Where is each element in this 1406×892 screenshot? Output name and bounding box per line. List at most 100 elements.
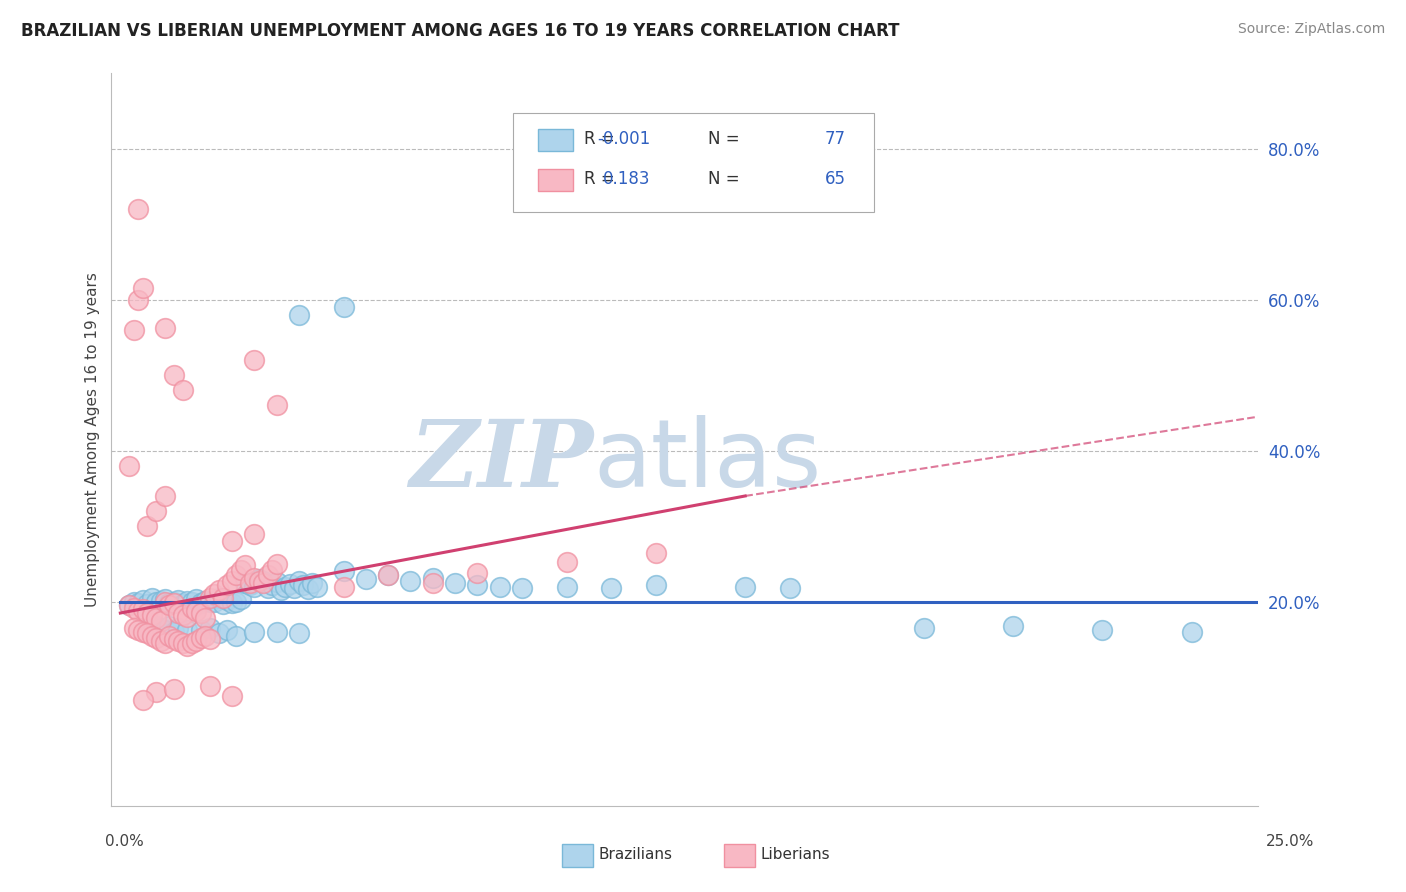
Point	[136, 597, 159, 611]
Point	[167, 634, 190, 648]
Point	[136, 519, 159, 533]
Point	[239, 578, 262, 592]
Point	[149, 594, 172, 608]
Point	[225, 595, 247, 609]
Point	[176, 623, 198, 637]
Point	[256, 568, 278, 582]
Point	[122, 595, 145, 609]
FancyBboxPatch shape	[538, 128, 572, 151]
Point	[243, 526, 266, 541]
Point	[167, 593, 190, 607]
Point	[159, 619, 181, 633]
Point	[274, 580, 297, 594]
Point	[136, 621, 159, 635]
Point	[131, 602, 153, 616]
Point	[153, 636, 176, 650]
Point	[217, 624, 239, 638]
Text: 0.183: 0.183	[603, 170, 651, 188]
Point	[217, 578, 239, 592]
Point	[243, 580, 266, 594]
Text: atlas: atlas	[593, 416, 821, 508]
Point	[153, 321, 176, 335]
Point	[297, 582, 319, 596]
Point	[141, 591, 163, 605]
Text: ZIP: ZIP	[409, 417, 593, 507]
Point	[225, 629, 247, 643]
Point	[221, 574, 243, 588]
Point	[163, 624, 186, 639]
Point	[221, 534, 243, 549]
Point	[186, 604, 208, 618]
Point	[292, 578, 315, 592]
Point	[270, 583, 292, 598]
Point	[239, 575, 262, 590]
Point	[198, 621, 221, 635]
Point	[145, 631, 167, 645]
Point	[118, 458, 141, 473]
Point	[510, 581, 533, 595]
Point	[131, 281, 153, 295]
Point	[122, 323, 145, 337]
Point	[141, 624, 163, 638]
Point	[198, 591, 221, 605]
FancyBboxPatch shape	[538, 169, 572, 191]
Point	[243, 624, 266, 639]
Point	[163, 632, 186, 647]
Point	[145, 504, 167, 518]
Point	[167, 621, 190, 635]
Point	[153, 592, 176, 607]
Point	[212, 591, 235, 605]
Point	[243, 353, 266, 368]
Point	[399, 574, 422, 588]
Point	[467, 578, 489, 592]
Point	[266, 398, 288, 412]
Point	[127, 624, 149, 638]
Point	[600, 581, 623, 595]
Point	[172, 608, 194, 623]
Point	[283, 581, 305, 595]
Point	[221, 689, 243, 703]
Point	[243, 570, 266, 584]
Point	[141, 608, 163, 623]
Point	[1180, 624, 1202, 639]
Point	[288, 626, 311, 640]
Text: 0.0%: 0.0%	[105, 834, 145, 849]
Point	[207, 591, 229, 605]
Point	[180, 600, 202, 615]
Y-axis label: Unemployment Among Ages 16 to 19 years: Unemployment Among Ages 16 to 19 years	[86, 272, 100, 607]
Point	[555, 580, 578, 594]
Point	[145, 595, 167, 609]
Point	[163, 595, 186, 609]
Point	[266, 624, 288, 639]
Point	[172, 636, 194, 650]
Point	[127, 293, 149, 307]
Point	[779, 581, 801, 595]
Point	[153, 489, 176, 503]
Point	[202, 595, 225, 609]
Point	[149, 621, 172, 635]
Text: N =: N =	[707, 170, 740, 188]
Point	[217, 593, 239, 607]
Point	[225, 568, 247, 582]
Point	[305, 580, 328, 594]
FancyBboxPatch shape	[513, 113, 875, 212]
Point	[145, 611, 167, 625]
Point	[131, 693, 153, 707]
Point	[127, 604, 149, 618]
Point	[186, 634, 208, 648]
Point	[645, 546, 668, 560]
Point	[159, 629, 181, 643]
Point	[288, 308, 311, 322]
Text: Liberians: Liberians	[761, 847, 831, 862]
Point	[131, 624, 153, 639]
Point	[266, 557, 288, 571]
Point	[488, 580, 510, 594]
Point	[118, 599, 141, 613]
Point	[266, 575, 288, 590]
Point	[332, 565, 354, 579]
Text: 65: 65	[824, 170, 845, 188]
Point	[163, 368, 186, 383]
Point	[734, 580, 756, 594]
Point	[172, 383, 194, 397]
Text: 77: 77	[824, 130, 845, 148]
